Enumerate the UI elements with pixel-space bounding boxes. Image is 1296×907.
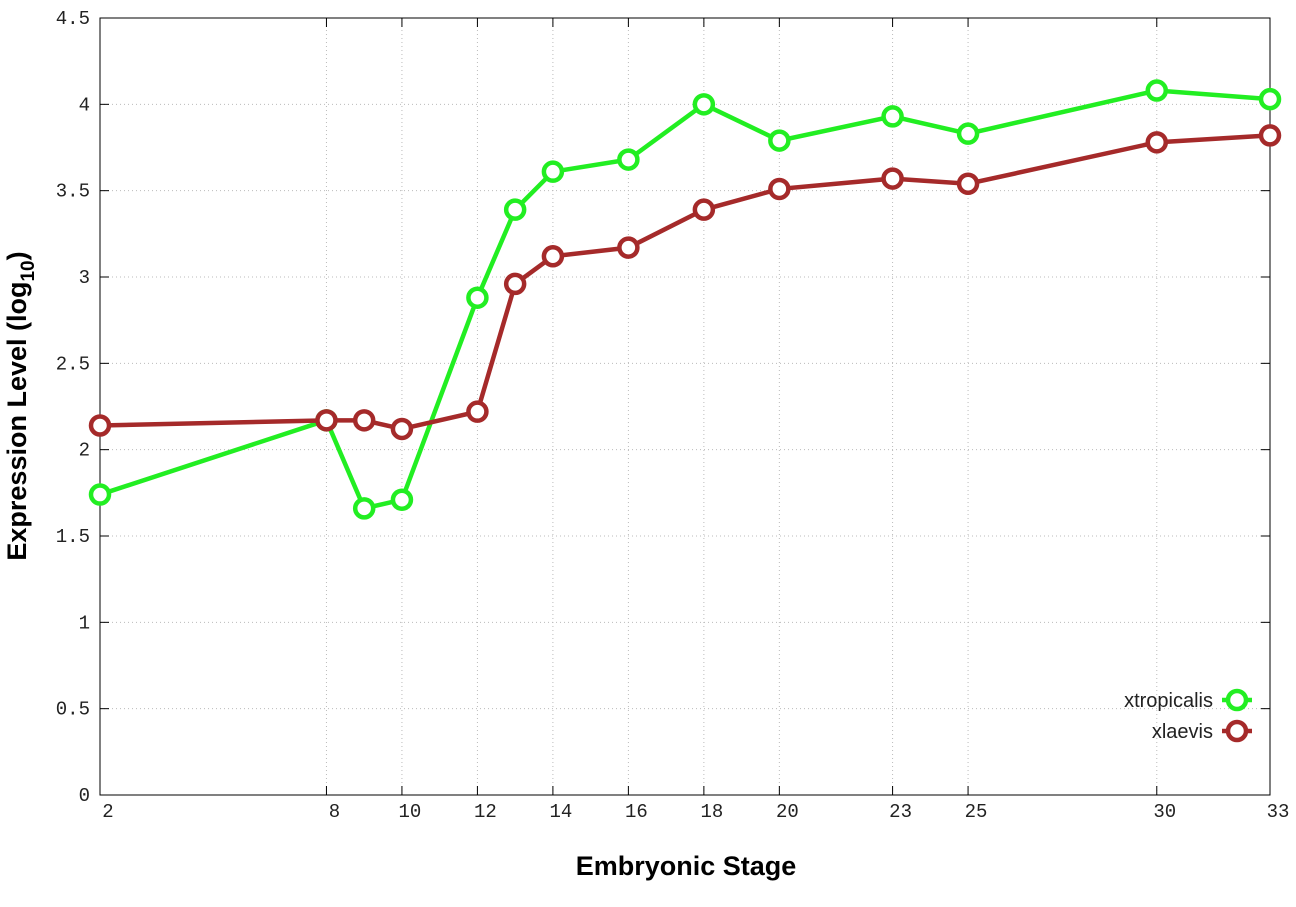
series-line xyxy=(99,88,1271,511)
x-tick-label: 30 xyxy=(1153,801,1176,823)
y-tick-label: 2 xyxy=(79,440,90,462)
data-point xyxy=(1258,124,1282,147)
data-point xyxy=(88,483,112,506)
data-point xyxy=(956,172,980,196)
y-tick-label: 3 xyxy=(79,267,90,289)
y-axis-label: Expression Level (log10) xyxy=(2,251,39,560)
data-point xyxy=(881,105,904,128)
y-tick-label: 1.5 xyxy=(56,526,90,548)
data-point xyxy=(692,198,716,221)
y-tick-label: 0 xyxy=(79,785,90,807)
data-point xyxy=(541,245,565,268)
x-tick-label: 20 xyxy=(776,801,799,823)
x-tick-label: 14 xyxy=(549,801,572,823)
x-tick-label: 2 xyxy=(102,801,113,823)
y-label-suffix: ) xyxy=(2,251,32,260)
data-point xyxy=(541,160,565,183)
data-point xyxy=(466,400,489,423)
x-tick-label: 16 xyxy=(625,801,648,823)
x-tick-label: 23 xyxy=(889,801,912,823)
data-point xyxy=(352,409,376,432)
data-point xyxy=(315,409,338,432)
x-tick-label: 25 xyxy=(965,801,988,823)
data-point xyxy=(503,198,527,221)
data-point xyxy=(881,167,904,190)
data-point xyxy=(390,417,414,441)
y-tick-label: 3.5 xyxy=(56,181,90,203)
x-tick-label: 12 xyxy=(474,801,497,823)
data-point xyxy=(88,414,112,437)
data-point xyxy=(617,148,640,171)
legend-label: xtropicalis xyxy=(1124,690,1213,712)
x-tick-label: 8 xyxy=(329,801,340,823)
y-tick-label: 2.5 xyxy=(56,353,90,375)
data-point xyxy=(768,177,791,201)
data-point xyxy=(768,129,791,152)
y-tick-label: 4 xyxy=(79,94,90,116)
y-tick-label: 4.5 xyxy=(56,8,90,30)
x-axis-label: Embryonic Stage xyxy=(576,851,797,881)
x-tick-label: 18 xyxy=(700,801,723,823)
data-point xyxy=(617,236,640,259)
data-point xyxy=(956,122,980,145)
y-tick-label: 1 xyxy=(79,612,90,634)
legend-label: xlaevis xyxy=(1152,721,1213,743)
data-point xyxy=(390,488,414,511)
data-point xyxy=(352,497,376,520)
y-label-subscript: 10 xyxy=(18,260,39,281)
legend-marker xyxy=(1225,688,1249,712)
y-label-text: Expression Level (log xyxy=(2,282,32,561)
plot-frame xyxy=(99,17,1271,796)
data-point xyxy=(692,93,716,116)
x-tick-label: 33 xyxy=(1267,801,1290,823)
data-point xyxy=(1145,131,1169,154)
y-tick-label: 0.5 xyxy=(56,699,90,721)
data-point xyxy=(503,272,527,296)
legend-marker xyxy=(1225,719,1249,743)
series-line xyxy=(99,133,1271,432)
data-point xyxy=(1258,87,1282,111)
x-tick-label: 10 xyxy=(399,801,422,823)
data-point xyxy=(1145,79,1169,102)
data-point xyxy=(466,286,489,309)
